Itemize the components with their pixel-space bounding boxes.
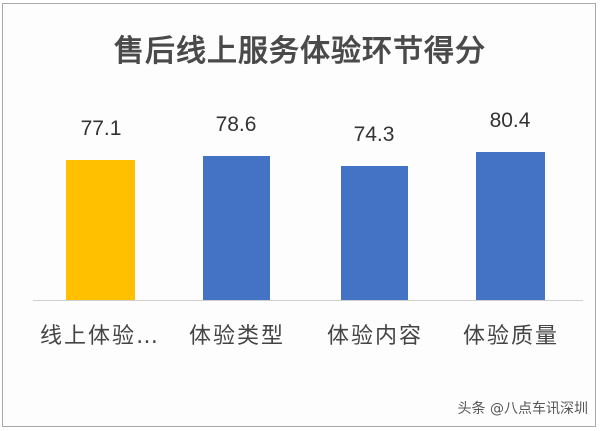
value-label: 74.3 — [353, 123, 395, 146]
category-label: 体验内容 — [326, 324, 423, 349]
bar — [476, 152, 545, 300]
category-label: 体验类型 — [188, 324, 285, 349]
bar — [341, 166, 408, 300]
bar — [203, 156, 270, 300]
category-label: 线上体验… — [39, 324, 160, 349]
bar — [66, 159, 135, 300]
value-label: 77.1 — [80, 117, 122, 140]
watermark: 头条 @八点车讯深圳 — [457, 401, 588, 417]
value-label: 80.4 — [489, 109, 531, 132]
chart-title: 售后线上服务体验环节得分 — [114, 34, 486, 69]
x-axis-line — [33, 300, 583, 301]
category-label: 体验质量 — [462, 324, 559, 349]
value-label: 78.6 — [215, 113, 257, 136]
